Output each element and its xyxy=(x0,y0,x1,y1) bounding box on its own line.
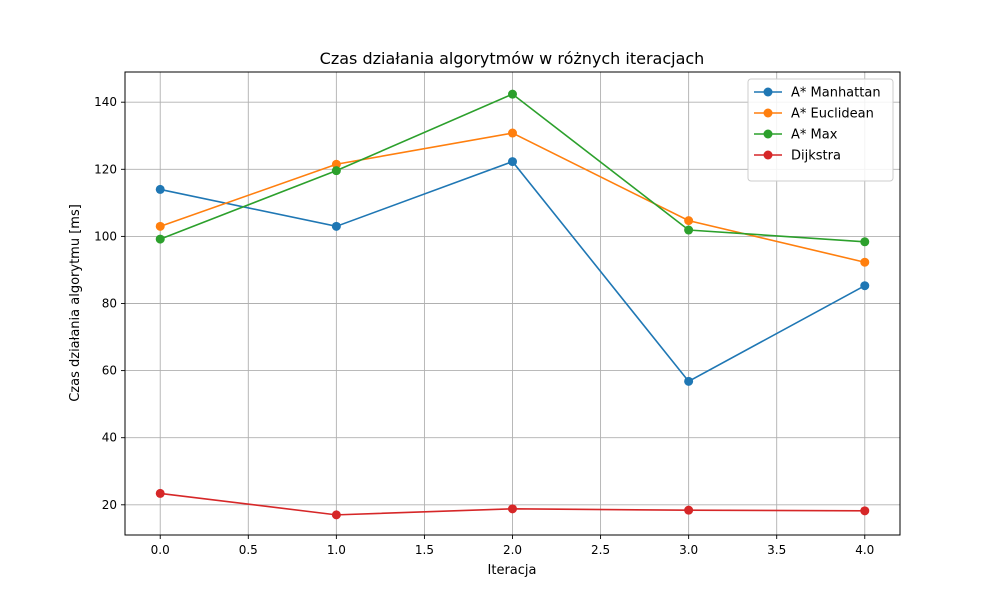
legend-label: Dijkstra xyxy=(791,149,841,164)
series-a-max xyxy=(155,89,870,247)
data-point-a-max xyxy=(860,237,870,247)
y-tick-label: 60 xyxy=(102,364,117,378)
legend-marker xyxy=(763,87,773,97)
x-tick-label: 4.0 xyxy=(855,543,874,557)
x-tick-label: 0.0 xyxy=(151,543,170,557)
data-point-a-manhattan xyxy=(684,376,694,386)
legend-marker xyxy=(763,108,773,118)
legend-marker xyxy=(763,150,773,160)
legend-marker xyxy=(763,129,773,139)
y-axis-ticks: 20 40 60 80 100 120 140 xyxy=(94,95,125,512)
legend-label: A* Euclidean xyxy=(791,107,874,122)
y-tick-label: 20 xyxy=(102,498,117,512)
x-axis-label: Iteracja xyxy=(488,563,537,578)
data-point-a-max xyxy=(508,89,517,99)
series-a-manhattan xyxy=(155,157,870,386)
y-tick-label: 120 xyxy=(94,162,117,176)
data-point-a-euclidean xyxy=(860,257,870,267)
x-tick-label: 0.5 xyxy=(239,543,258,557)
series-group xyxy=(155,89,870,520)
legend: A* Manhattan A* Euclidean A* Max Dijkstra xyxy=(747,78,894,182)
x-tick-label: 1.0 xyxy=(327,543,346,557)
chart-title: Czas działania algorytmów w różnych iter… xyxy=(320,49,705,68)
x-tick-label: 2.0 xyxy=(503,543,522,557)
data-point-dijkstra xyxy=(860,506,870,516)
data-point-a-manhattan xyxy=(331,221,341,231)
x-axis-ticks: 0.0 0.5 1.0 1.5 2.0 2.5 3.0 3.5 4.0 xyxy=(151,535,874,557)
data-point-a-euclidean xyxy=(684,216,694,226)
x-tick-label: 1.5 xyxy=(415,543,434,557)
y-tick-label: 140 xyxy=(94,95,117,109)
data-point-a-euclidean xyxy=(155,221,165,231)
legend-item-a-euclidean: A* Euclidean xyxy=(754,107,874,122)
legend-item-a-max: A* Max xyxy=(754,128,838,143)
legend-label: A* Max xyxy=(791,128,838,143)
data-point-a-max xyxy=(684,225,694,235)
data-point-a-manhattan xyxy=(860,281,870,291)
data-point-dijkstra xyxy=(508,504,517,514)
x-tick-label: 3.5 xyxy=(767,543,786,557)
data-point-dijkstra xyxy=(155,488,165,498)
y-tick-label: 80 xyxy=(102,297,117,311)
y-tick-label: 40 xyxy=(102,431,117,445)
series-dijkstra xyxy=(155,488,870,520)
x-tick-label: 3.0 xyxy=(679,543,698,557)
y-axis-label: Czas działania algorytmu [ms] xyxy=(68,204,83,402)
data-point-a-euclidean xyxy=(331,159,341,169)
legend-item-a-manhattan: A* Manhattan xyxy=(754,86,881,101)
y-tick-label: 100 xyxy=(94,229,117,243)
data-point-a-max xyxy=(331,166,341,176)
legend-box xyxy=(747,78,894,182)
data-point-a-manhattan xyxy=(155,184,165,194)
data-point-a-max xyxy=(155,234,165,244)
legend-item-dijkstra: Dijkstra xyxy=(754,149,841,164)
data-point-a-euclidean xyxy=(508,128,517,138)
data-point-dijkstra xyxy=(331,510,341,520)
x-tick-label: 2.5 xyxy=(591,543,610,557)
data-point-a-manhattan xyxy=(508,157,517,167)
legend-label: A* Manhattan xyxy=(791,86,881,101)
data-point-dijkstra xyxy=(684,505,694,515)
